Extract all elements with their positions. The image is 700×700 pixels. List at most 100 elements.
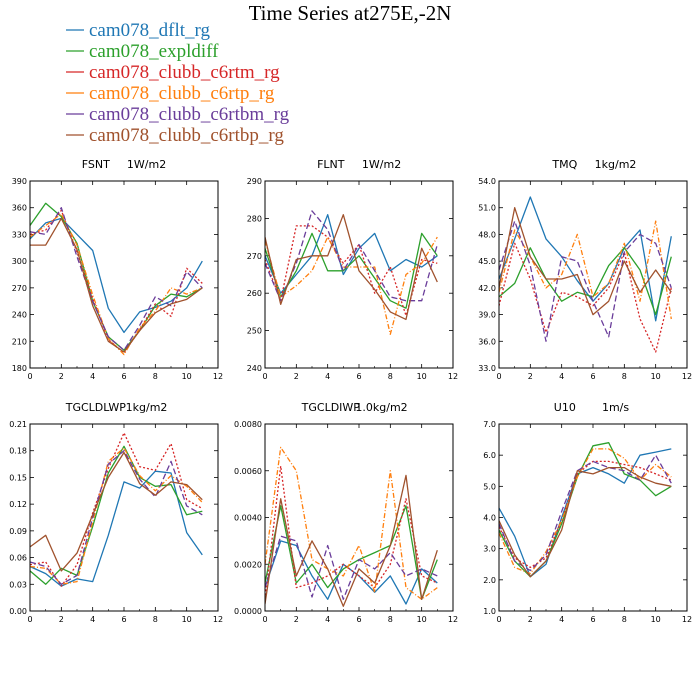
x-tick-label: 6: [121, 615, 126, 624]
panel-title-unit: 1.0kg/m2: [355, 401, 407, 414]
y-tick-label: 330: [12, 230, 27, 239]
x-tick-label: 4: [325, 615, 330, 624]
x-tick-label: 0: [27, 615, 32, 624]
panel-title-unit: 1W/m2: [362, 158, 401, 171]
y-tick-label: 0.06: [9, 554, 27, 563]
plot-frame: [29, 423, 219, 612]
series-line-cam078_clubb_c6rtbp_rg: [499, 466, 672, 578]
panel-title-var: TGCLDLWP: [65, 401, 127, 414]
y-tick-label: 290: [247, 177, 262, 186]
y-tick-label: 0.15: [9, 473, 27, 482]
panel-fsnt: FSNT 1W/m2 0 2 4 6 8 10 12 180 210 240 270 300 330 360 3…: [12, 158, 223, 381]
x-tick-label: 12: [682, 615, 692, 624]
x-tick-label: 12: [213, 615, 223, 624]
y-tick-label: 250: [247, 327, 262, 336]
x-tick-label: 8: [388, 372, 393, 381]
legend-label: cam078_clubb_c6rtbp_rg: [89, 125, 284, 146]
series-line-cam078_clubb_c6rtbm_rg: [265, 535, 438, 600]
x-tick-label: 12: [448, 372, 458, 381]
y-tick-label: 3.0: [483, 545, 496, 554]
x-tick-label: 0: [496, 372, 501, 381]
legend-label: cam078_clubb_c6rtbm_rg: [89, 104, 290, 125]
legend: cam078_dflt_rgcam078_expldiffcam078_club…: [66, 20, 290, 146]
y-tick-label: 270: [12, 284, 27, 293]
x-tick-label: 4: [559, 372, 564, 381]
y-tick-label: 1.0: [483, 607, 496, 616]
series-line-cam078_clubb_c6rtbm_rg: [499, 454, 672, 572]
x-tick-label: 10: [417, 615, 427, 624]
panel-title-unit: 1W/m2: [127, 158, 166, 171]
y-tick-label: 240: [12, 311, 27, 320]
y-tick-label: 2.0: [483, 576, 496, 585]
panel-title-var: FLNT: [317, 158, 345, 171]
x-tick-label: 8: [153, 372, 158, 381]
x-tick-label: 6: [590, 372, 595, 381]
series-line-cam078_expldiff: [265, 232, 438, 309]
y-tick-label: 300: [12, 257, 27, 266]
series-line-cam078_dflt_rg: [265, 214, 438, 294]
series-line-cam078_clubb_c6rtm_rg: [499, 242, 672, 353]
series-line-cam078_clubb_c6rtbm_rg: [30, 450, 203, 585]
y-tick-label: 210: [12, 337, 27, 346]
x-tick-label: 6: [356, 372, 361, 381]
plot-frame: [29, 180, 219, 369]
y-tick-label: 51.0: [478, 204, 496, 213]
series-line-cam078_dflt_rg: [30, 217, 203, 334]
x-tick-label: 0: [262, 372, 267, 381]
x-tick-label: 12: [448, 615, 458, 624]
y-tick-label: 240: [247, 364, 262, 373]
series-line-cam078_expldiff: [30, 202, 203, 351]
y-tick-label: 360: [12, 204, 27, 213]
series-line-cam078_dflt_rg: [499, 448, 672, 578]
series-line-cam078_clubb_c6rtp_rg: [499, 220, 672, 320]
series-line-cam078_clubb_c6rtp_rg: [265, 446, 438, 600]
panel-tgcldlwp: TGCLDLWP 1kg/m2 0 2 4 6 8 10 12 0.00 0.03 0.06 0.09 0…: [9, 401, 223, 624]
x-tick-label: 2: [294, 372, 299, 381]
series-line-cam078_clubb_c6rtp_rg: [265, 236, 438, 335]
x-tick-label: 10: [182, 615, 192, 624]
panel-title-var: U10: [554, 401, 576, 414]
series-line-cam078_dflt_rg: [265, 540, 438, 605]
x-tick-label: 8: [622, 372, 627, 381]
legend-label: cam078_expldiff: [89, 41, 219, 62]
plot-frame: [264, 423, 454, 612]
y-tick-label: 5.0: [483, 482, 496, 491]
series-line-cam078_clubb_c6rtp_rg: [499, 448, 672, 575]
x-tick-label: 8: [388, 615, 393, 624]
series-line-cam078_clubb_c6rtbp_rg: [265, 214, 438, 321]
y-tick-label: 48.0: [478, 230, 496, 239]
y-tick-label: 0.12: [9, 500, 27, 509]
series-line-cam078_expldiff: [30, 445, 203, 585]
x-tick-label: 6: [590, 615, 595, 624]
panel-title-var: FSNT: [82, 158, 110, 171]
y-tick-label: 6.0: [483, 451, 496, 460]
y-tick-label: 390: [12, 177, 27, 186]
panel-title-var: TGCLDIWP: [301, 401, 361, 414]
y-tick-label: 45.0: [478, 257, 496, 266]
panel-title-var: TMQ: [551, 158, 577, 171]
plot-frame: [264, 180, 454, 369]
y-tick-label: 54.0: [478, 177, 496, 186]
series-line-cam078_clubb_c6rtbp_rg: [30, 217, 203, 353]
x-tick-label: 2: [294, 615, 299, 624]
x-tick-label: 10: [651, 615, 661, 624]
y-tick-label: 0.0000: [234, 607, 262, 616]
legend-label: cam078_clubb_c6rtp_rg: [89, 83, 275, 104]
chart-panels: FSNT 1W/m20 2 4 6 8 10 121802102402703003303603…: [9, 158, 692, 624]
y-tick-label: 0.0040: [234, 514, 262, 523]
x-tick-label: 2: [59, 615, 64, 624]
y-tick-label: 0.18: [9, 447, 27, 456]
series-line-cam078_clubb_c6rtp_rg: [30, 213, 203, 356]
y-tick-label: 0.03: [9, 580, 27, 589]
y-tick-label: 0.0080: [234, 420, 262, 429]
series-line-cam078_clubb_c6rtbp_rg: [265, 474, 438, 607]
panel-title-unit: 1kg/m2: [595, 158, 637, 171]
y-tick-label: 270: [247, 252, 262, 261]
y-tick-label: 180: [12, 364, 27, 373]
series-line-cam078_expldiff: [499, 442, 672, 578]
series-line-cam078_clubb_c6rtbm_rg: [30, 207, 203, 351]
x-tick-label: 12: [213, 372, 223, 381]
x-tick-label: 10: [182, 372, 192, 381]
x-tick-label: 6: [121, 372, 126, 381]
